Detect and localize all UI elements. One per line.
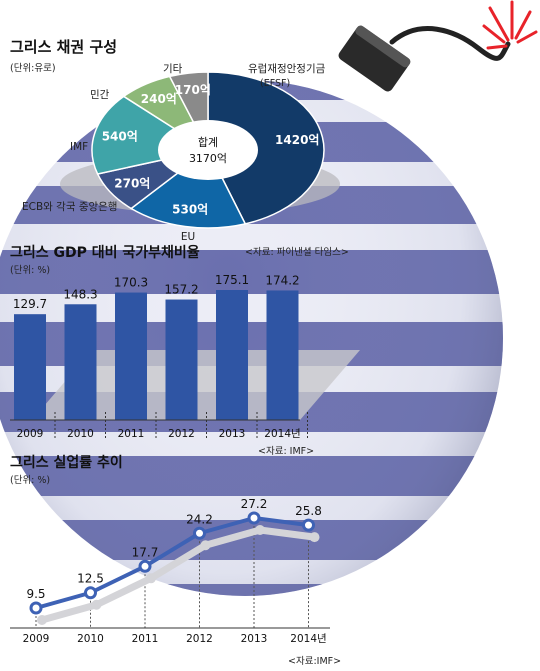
donut-hole (158, 120, 258, 180)
bar-5 (266, 290, 299, 420)
line-tick-label-2: 2011 (132, 633, 159, 645)
bar-value-label-3: 157.2 (164, 283, 198, 297)
donut-slice-value-1: 530억 (172, 203, 208, 217)
donut-slice-label-4: 민간 (90, 89, 110, 101)
bar-4 (216, 290, 248, 420)
donut-source: <자료: 파이낸셜 타임스> (245, 246, 349, 258)
line-source: <자료:IMF> (288, 656, 341, 667)
bomb-cap (338, 25, 411, 92)
line-value-label-1: 12.5 (77, 572, 104, 586)
donut-unit-note: (단위:유로) (10, 62, 56, 74)
line-shadow-point-5 (309, 532, 320, 543)
donut-slice-value-2: 270억 (114, 176, 150, 190)
bar-0 (14, 314, 46, 420)
donut-slice-value-3: 540억 (102, 130, 138, 144)
line-value-label-2: 17.7 (132, 545, 159, 559)
line-title: 그리스 실업률 추이 (10, 454, 123, 471)
donut-slice-label-3: IMF (70, 141, 88, 153)
line-tick-label-5: 2014년 (290, 633, 326, 645)
bar-value-label-4: 175.1 (215, 273, 249, 287)
fuse (389, 26, 511, 61)
line-shadow-point-2 (146, 573, 156, 584)
line-shadow-point-3 (200, 540, 211, 551)
donut-slice-value-5: 170억 (175, 83, 211, 97)
unemployment-chart: 그리스 실업률 추이 (단위: %) 9.5 12.5 17.7 24.2 27.2 25… (10, 454, 341, 667)
bar-1 (64, 304, 97, 420)
donut-slice-label-2: ECB와 각국 중앙은행 (22, 201, 117, 213)
line-value-label-4: 27.2 (241, 497, 268, 511)
line-point-2 (138, 559, 152, 573)
donut-labels: 1420억 유럽재정안정기금 (EFSF) 530억 EU 270억 ECB와 각국 중앙은… (22, 62, 326, 243)
donut-slice-label2-0: (EFSF) (260, 78, 290, 89)
donut-slice-label-0: 유럽재정안정기금 (248, 62, 326, 75)
bar-x-ticks: 2009 2010 2011 2012 2013 2014년 (17, 412, 308, 440)
line-unit-note: (단위: %) (10, 474, 50, 486)
bar-tick-label-1: 2010 (67, 428, 94, 440)
debt-ratio-chart: 그리스 GDP 대비 국가부채비율 (단위: %) 129.7 148.3 170.… (10, 244, 360, 457)
bar-tick-label-3: 2012 (168, 428, 195, 440)
donut-center-label: 합계 (198, 136, 218, 149)
bar-value-label-1: 148.3 (63, 287, 97, 301)
line-point-4 (247, 511, 261, 525)
line-point-3 (193, 526, 206, 540)
bar-3 (165, 299, 198, 420)
line-value-label-3: 24.2 (186, 512, 213, 526)
line-shadow-point-4 (255, 525, 265, 535)
bar-series: 129.7 148.3 170.3 157.2 175.1 174.2 (13, 273, 300, 420)
line-value-label-5: 25.8 (295, 504, 322, 518)
donut-center-value: 3170억 (189, 152, 227, 165)
bar-tick-label-5: 2014년 (264, 428, 300, 440)
donut-slices (91, 71, 325, 229)
line-shadow (41, 526, 315, 624)
line-tick-label-0: 2009 (23, 633, 50, 645)
bar-value-label-5: 174.2 (265, 273, 299, 287)
donut-slice-label-1: EU (181, 231, 195, 243)
donut-slice-value-4: 240억 (141, 92, 177, 106)
bar-tick-label-0: 2009 (17, 428, 44, 440)
line-tick-label-1: 2010 (77, 633, 104, 645)
line-points: 9.5 12.5 17.7 24.2 27.2 25.8 (26, 497, 322, 625)
line-point-1 (84, 586, 97, 600)
bar-value-label-0: 129.7 (13, 297, 47, 311)
line-value-label-0: 9.5 (26, 587, 45, 601)
donut-slice-value-0: 1420억 (275, 133, 319, 147)
line-point-5 (302, 518, 315, 532)
bond-composition-chart: 그리스 채권 구성 (단위:유로) 합계 3170억 1420억 유럽재정안정기금… (10, 38, 349, 258)
bar-title: 그리스 GDP 대비 국가부채비율 (10, 244, 200, 261)
line-tick-label-4: 2013 (241, 633, 268, 645)
donut-title: 그리스 채권 구성 (10, 38, 117, 56)
bar-tick-label-4: 2013 (219, 428, 246, 440)
line-x-ticks: 2009 2010 2011 2012 2013 2014년 (23, 633, 327, 645)
line-shadow-point-1 (91, 599, 102, 610)
donut-slice-label-5: 기타 (163, 63, 183, 75)
donut-slice-0 (207, 71, 325, 225)
unemployment-line (35, 516, 309, 610)
bar-source: <자료: IMF> (258, 446, 314, 457)
bar-tick-label-2: 2011 (118, 428, 145, 440)
spark-icon (482, 0, 538, 50)
bar-unit-note: (단위: %) (10, 264, 50, 276)
bar-value-label-2: 170.3 (114, 276, 148, 290)
line-tick-label-3: 2012 (186, 633, 213, 645)
line-shadow-point-0 (37, 615, 47, 625)
bar-2 (115, 292, 147, 420)
line-point-0 (29, 601, 43, 615)
